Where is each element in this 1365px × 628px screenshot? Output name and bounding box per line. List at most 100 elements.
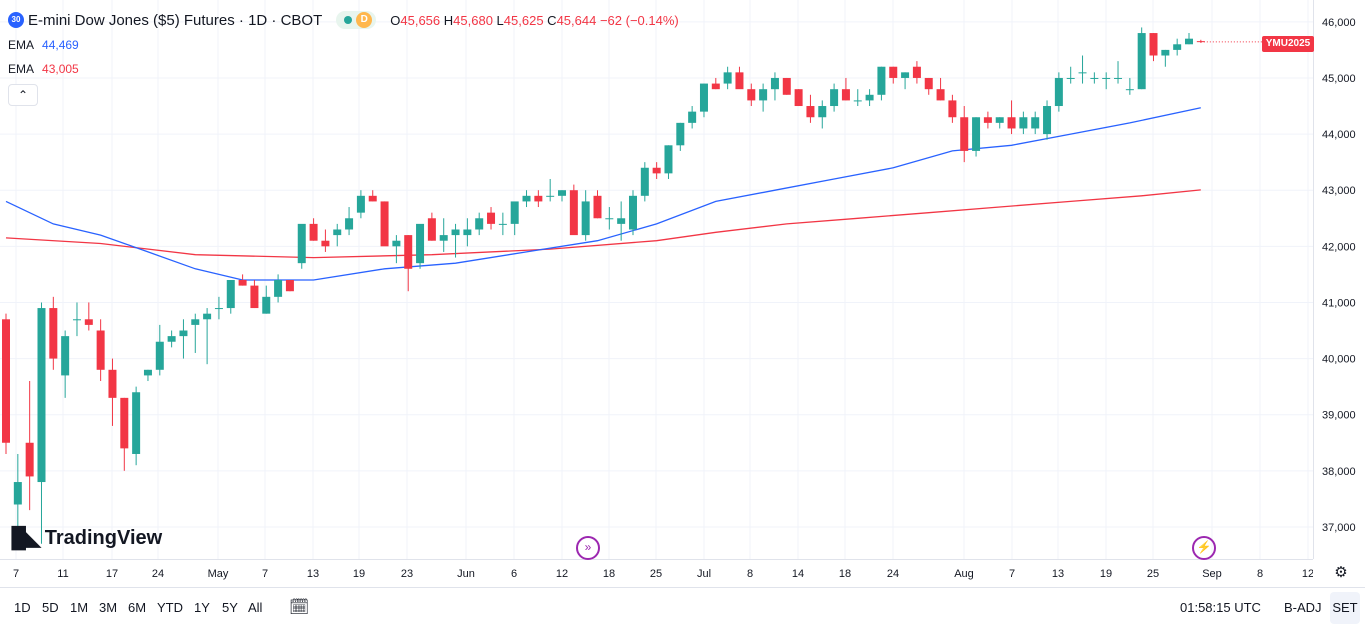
candle[interactable] [865, 89, 874, 107]
range-button-ytd[interactable]: YTD [157, 600, 183, 615]
candle[interactable] [120, 397, 129, 471]
candle[interactable] [1102, 72, 1111, 90]
candle[interactable] [37, 302, 46, 544]
candle[interactable] [770, 72, 779, 101]
collapse-legend-button[interactable]: ⌃ [8, 84, 38, 106]
candle[interactable] [72, 302, 81, 337]
ema-legend-slow[interactable]: EMA 43,005 [8, 62, 79, 76]
candle[interactable] [510, 201, 519, 236]
range-button-1d[interactable]: 1D [14, 600, 31, 615]
candle[interactable] [995, 117, 1004, 129]
candle[interactable] [132, 386, 141, 466]
candle[interactable] [155, 324, 164, 376]
candle[interactable] [593, 190, 602, 219]
candle[interactable] [617, 201, 626, 241]
candle[interactable] [1066, 66, 1075, 84]
candle[interactable] [84, 302, 93, 331]
range-button-all[interactable]: All [248, 600, 263, 615]
candle[interactable] [1019, 111, 1028, 135]
candle[interactable] [652, 162, 661, 179]
candle[interactable] [853, 89, 862, 107]
candle[interactable] [558, 190, 567, 202]
candle[interactable] [569, 184, 578, 236]
candle[interactable] [1007, 100, 1016, 135]
range-button-6m[interactable]: 6M [128, 600, 147, 615]
range-button-3m[interactable]: 3M [99, 600, 118, 615]
candle[interactable] [392, 235, 401, 264]
candle[interactable] [806, 94, 815, 123]
tradingview-logo[interactable]: ▉◣ TradingView [12, 526, 162, 551]
candle[interactable] [841, 77, 850, 101]
candle[interactable] [297, 223, 306, 269]
candlestick-chart[interactable] [0, 0, 1313, 559]
candle[interactable] [1114, 61, 1123, 84]
candle[interactable] [546, 178, 555, 202]
candle[interactable] [356, 190, 365, 219]
candle[interactable] [1090, 72, 1099, 84]
candle[interactable] [912, 61, 921, 84]
candle[interactable] [782, 77, 791, 95]
candle[interactable] [1054, 72, 1063, 112]
ema-legend-fast[interactable]: EMA 44,469 [8, 38, 79, 52]
market-status-pill[interactable]: D [336, 11, 377, 29]
dividend-event-icon[interactable]: » [576, 536, 600, 560]
chart-pane[interactable] [0, 0, 1313, 559]
candle[interactable] [451, 223, 460, 258]
candle[interactable] [889, 66, 898, 84]
candle[interactable] [1161, 49, 1170, 67]
candle[interactable] [226, 280, 235, 314]
candle[interactable] [983, 111, 992, 129]
candle[interactable] [605, 207, 614, 230]
candle[interactable] [380, 201, 389, 247]
candle[interactable] [711, 77, 720, 90]
candle[interactable] [2, 313, 10, 454]
candle[interactable] [818, 100, 827, 129]
candle[interactable] [628, 190, 637, 236]
range-button-1m[interactable]: 1M [70, 600, 89, 615]
candle[interactable] [794, 89, 803, 107]
candle[interactable] [333, 223, 342, 247]
candle[interactable] [1078, 55, 1087, 84]
earnings-event-icon[interactable]: ⚡ [1192, 536, 1216, 560]
candle[interactable] [1043, 100, 1052, 140]
candle[interactable] [179, 319, 188, 359]
session-toggle[interactable]: SET [1330, 592, 1360, 624]
candle[interactable] [439, 218, 448, 252]
candle[interactable] [191, 313, 200, 353]
candle[interactable] [238, 274, 247, 286]
candle[interactable] [948, 94, 957, 123]
candle[interactable] [1031, 111, 1040, 135]
candle[interactable] [699, 83, 708, 118]
candle[interactable] [108, 358, 117, 426]
candle[interactable] [830, 83, 839, 112]
date-range-calendar-icon[interactable]: 🗓 [289, 599, 310, 616]
candle[interactable] [13, 453, 22, 550]
candle[interactable] [960, 106, 969, 163]
adjustment-toggle[interactable]: B-ADJ [1284, 600, 1322, 615]
candle[interactable] [427, 212, 436, 241]
candle[interactable] [416, 223, 425, 269]
candle[interactable] [96, 319, 105, 382]
candle[interactable] [877, 66, 886, 101]
candle[interactable] [498, 212, 507, 236]
ema-slow-line[interactable] [5, 189, 1201, 259]
candle[interactable] [463, 218, 472, 247]
candle[interactable] [664, 145, 673, 179]
candle[interactable] [924, 77, 933, 95]
candle[interactable] [214, 296, 223, 320]
candle[interactable] [747, 83, 756, 107]
ema-fast-line[interactable] [5, 107, 1201, 281]
clock-time[interactable]: 01:58:15 UTC [1180, 600, 1261, 615]
candle[interactable] [522, 190, 531, 208]
time-axis[interactable]: 7 11 17 24 May 7 13 19 23 Jun 6 12 18 25 Jul 8 14 18 24 Aug… [0, 559, 1314, 586]
candle[interactable] [688, 106, 697, 129]
candle[interactable] [404, 235, 413, 292]
candle[interactable] [250, 280, 259, 309]
candle[interactable] [676, 122, 685, 151]
candle[interactable] [61, 330, 70, 398]
candle[interactable] [1173, 38, 1182, 56]
candle[interactable] [901, 72, 910, 90]
candle[interactable] [735, 66, 744, 90]
candle[interactable] [274, 274, 283, 303]
symbol-title[interactable]: E-mini Dow Jones ($5) Futures · 1D · CBO… [28, 11, 323, 29]
